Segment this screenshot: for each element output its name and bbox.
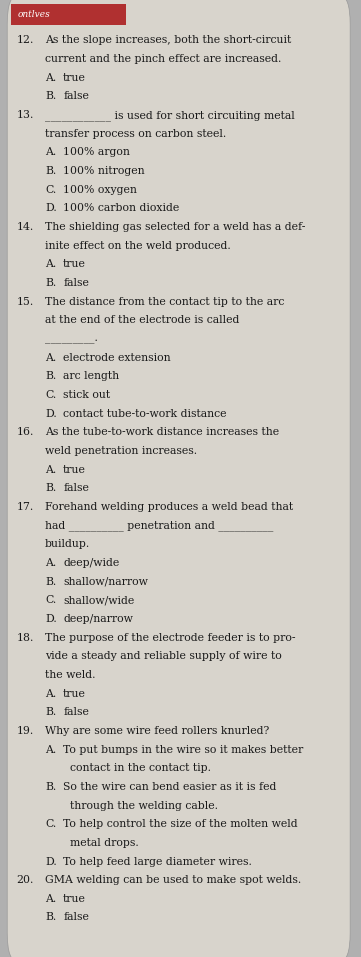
Text: B.: B.	[45, 483, 56, 493]
Text: B.: B.	[45, 707, 56, 717]
Text: 20.: 20.	[16, 875, 34, 885]
Text: Forehand welding produces a weld bead that: Forehand welding produces a weld bead th…	[45, 501, 293, 512]
Text: As the tube-to-work distance increases the: As the tube-to-work distance increases t…	[45, 427, 279, 437]
Text: 14.: 14.	[16, 222, 34, 232]
Text: A.: A.	[45, 894, 56, 903]
Text: D.: D.	[45, 613, 57, 624]
Text: weld penetration increases.: weld penetration increases.	[45, 446, 197, 456]
Text: false: false	[63, 483, 89, 493]
Text: The distance from the contact tip to the arc: The distance from the contact tip to the…	[45, 297, 284, 306]
Text: false: false	[63, 707, 89, 717]
Text: To help control the size of the molten weld: To help control the size of the molten w…	[63, 819, 298, 829]
Text: B.: B.	[45, 91, 56, 101]
Text: true: true	[63, 894, 86, 903]
Text: at the end of the electrode is called: at the end of the electrode is called	[45, 315, 239, 325]
Text: 100% oxygen: 100% oxygen	[63, 185, 137, 194]
Text: shallow/narrow: shallow/narrow	[63, 576, 148, 587]
FancyBboxPatch shape	[11, 4, 126, 25]
Text: 13.: 13.	[16, 110, 34, 120]
Text: true: true	[63, 464, 86, 475]
Text: 15.: 15.	[16, 297, 34, 306]
Text: B.: B.	[45, 278, 56, 288]
Text: buildup.: buildup.	[45, 539, 90, 549]
Text: contact in the contact tip.: contact in the contact tip.	[70, 763, 212, 773]
Text: _________.: _________.	[45, 334, 98, 344]
Text: true: true	[63, 73, 86, 82]
FancyBboxPatch shape	[7, 0, 350, 957]
Text: true: true	[63, 688, 86, 699]
Text: To put bumps in the wire so it makes better: To put bumps in the wire so it makes bet…	[63, 745, 304, 754]
Text: the weld.: the weld.	[45, 670, 96, 679]
Text: C.: C.	[45, 185, 56, 194]
Text: 100% argon: 100% argon	[63, 147, 130, 157]
Text: contact tube-to-work distance: contact tube-to-work distance	[63, 409, 227, 418]
Text: A.: A.	[45, 259, 56, 269]
Text: ontlves: ontlves	[18, 10, 51, 19]
Text: false: false	[63, 278, 89, 288]
Text: D.: D.	[45, 857, 57, 866]
Text: As the slope increases, both the short-circuit: As the slope increases, both the short-c…	[45, 35, 291, 45]
Text: 100% carbon dioxide: 100% carbon dioxide	[63, 203, 179, 213]
Text: B.: B.	[45, 782, 56, 791]
Text: current and the pinch effect are increased.: current and the pinch effect are increas…	[45, 54, 282, 64]
Text: A.: A.	[45, 688, 56, 699]
Text: had __________ penetration and __________: had __________ penetration and _________…	[45, 521, 274, 531]
Text: B.: B.	[45, 166, 56, 176]
Text: To help feed large diameter wires.: To help feed large diameter wires.	[63, 857, 252, 866]
Text: The shielding gas selected for a weld has a def-: The shielding gas selected for a weld ha…	[45, 222, 305, 232]
Text: A.: A.	[45, 73, 56, 82]
Text: 18.: 18.	[16, 633, 34, 642]
Text: false: false	[63, 91, 89, 101]
Text: A.: A.	[45, 147, 56, 157]
Text: B.: B.	[45, 576, 56, 587]
Text: D.: D.	[45, 203, 57, 213]
Text: A.: A.	[45, 558, 56, 568]
Text: 19.: 19.	[16, 725, 34, 736]
Text: transfer process on carbon steel.: transfer process on carbon steel.	[45, 128, 226, 139]
Text: 17.: 17.	[16, 501, 34, 512]
Text: deep/narrow: deep/narrow	[63, 613, 133, 624]
Text: deep/wide: deep/wide	[63, 558, 119, 568]
Text: arc length: arc length	[63, 371, 119, 381]
Text: B.: B.	[45, 912, 56, 923]
Text: GMA welding can be used to make spot welds.: GMA welding can be used to make spot wel…	[45, 875, 301, 885]
Text: A.: A.	[45, 352, 56, 363]
Text: A.: A.	[45, 464, 56, 475]
Text: C.: C.	[45, 819, 56, 829]
Text: through the welding cable.: through the welding cable.	[70, 800, 218, 811]
Text: C.: C.	[45, 389, 56, 400]
Text: metal drops.: metal drops.	[70, 837, 139, 848]
Text: A.: A.	[45, 745, 56, 754]
Text: Why are some wire feed rollers knurled?: Why are some wire feed rollers knurled?	[45, 725, 269, 736]
Text: stick out: stick out	[63, 389, 110, 400]
Text: vide a steady and reliable supply of wire to: vide a steady and reliable supply of wir…	[45, 651, 282, 661]
Text: 16.: 16.	[16, 427, 34, 437]
Text: B.: B.	[45, 371, 56, 381]
Text: electrode extension: electrode extension	[63, 352, 171, 363]
Text: C.: C.	[45, 595, 56, 605]
Text: ____________ is used for short circuiting metal: ____________ is used for short circuitin…	[45, 110, 295, 121]
Text: So the wire can bend easier as it is fed: So the wire can bend easier as it is fed	[63, 782, 277, 791]
Text: false: false	[63, 912, 89, 923]
Text: The purpose of the electrode feeder is to pro-: The purpose of the electrode feeder is t…	[45, 633, 296, 642]
Text: D.: D.	[45, 409, 57, 418]
Text: 12.: 12.	[16, 35, 34, 45]
Text: 100% nitrogen: 100% nitrogen	[63, 166, 145, 176]
Text: true: true	[63, 259, 86, 269]
Text: inite effect on the weld produced.: inite effect on the weld produced.	[45, 240, 231, 251]
Text: shallow/wide: shallow/wide	[63, 595, 134, 605]
